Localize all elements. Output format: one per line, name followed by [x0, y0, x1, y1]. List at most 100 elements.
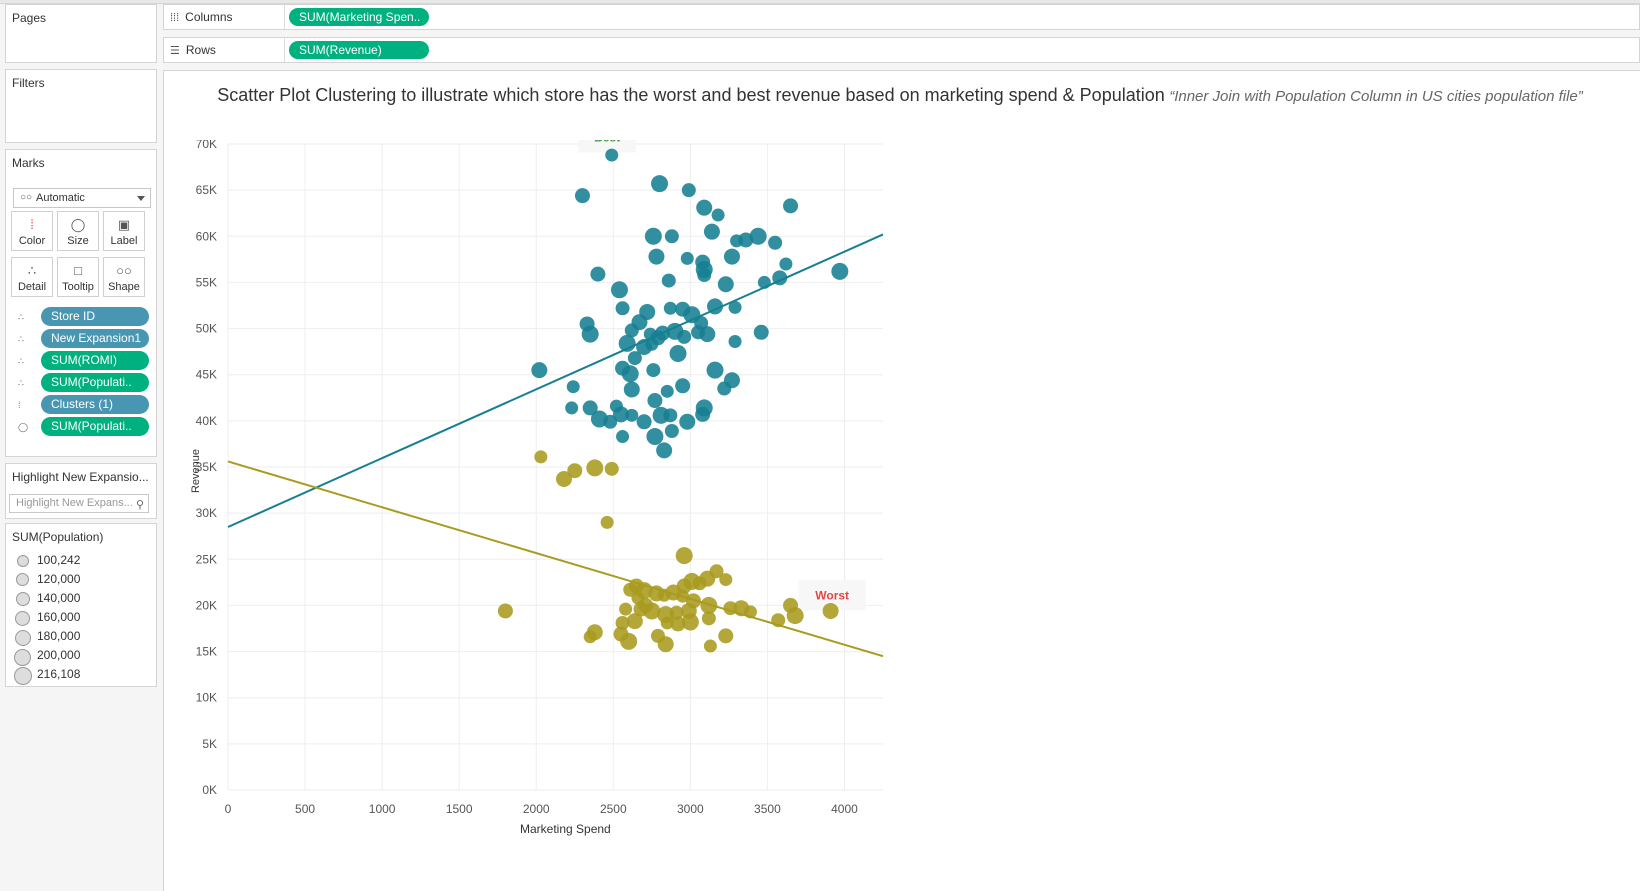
- data-point: [757, 275, 771, 289]
- size-icon: ◯: [18, 422, 28, 432]
- data-point: [711, 208, 725, 222]
- romi-pill[interactable]: SUM(ROMI): [41, 351, 149, 370]
- detail-icon: ∴: [18, 356, 24, 366]
- marks-pill-row[interactable]: ∴ SUM(ROMI): [16, 351, 158, 371]
- y-tick-label: 35K: [196, 460, 217, 474]
- data-point: [583, 630, 597, 644]
- y-tick-label: 50K: [196, 322, 217, 336]
- size-circle-icon: [16, 592, 30, 606]
- size-button[interactable]: ◯ Size: [57, 211, 99, 251]
- population-detail-pill[interactable]: SUM(Populati..: [41, 373, 149, 392]
- clusters-pill[interactable]: Clusters (1): [41, 395, 149, 414]
- pages-card[interactable]: Pages: [5, 4, 157, 63]
- data-point: [582, 400, 598, 416]
- shape-label: Shape: [108, 281, 140, 293]
- new-expansion-pill[interactable]: New Expansion1: [41, 329, 149, 348]
- data-point: [728, 300, 742, 314]
- data-point: [779, 257, 793, 271]
- shape-icon: ○○: [116, 263, 132, 278]
- population-size-pill[interactable]: SUM(Populati..: [41, 417, 149, 436]
- y-tick-label: 60K: [196, 229, 217, 243]
- highlight-search-input[interactable]: Highlight New Expans... ⚲: [9, 494, 149, 513]
- data-point: [753, 324, 769, 340]
- chart-title-block: Scatter Plot Clustering to illustrate wh…: [170, 84, 1630, 108]
- shapes-icon: ○○: [20, 192, 33, 203]
- detail-button[interactable]: ∴ Detail: [11, 257, 53, 297]
- color-label: Color: [18, 235, 46, 247]
- left-panel: Pages Filters Marks ○○ Automatic ⁞ Color…: [0, 4, 160, 891]
- data-point: [646, 428, 664, 446]
- rows-pill[interactable]: SUM(Revenue): [289, 41, 429, 59]
- detail-icon: ∴: [18, 334, 24, 344]
- size-legend-title: SUM(Population): [12, 530, 104, 544]
- store-id-pill[interactable]: Store ID: [41, 307, 149, 326]
- label-button[interactable]: ▣ Label: [103, 211, 145, 251]
- tooltip-button[interactable]: □ Tooltip: [57, 257, 99, 297]
- label-icon: ▣: [117, 217, 131, 232]
- data-point: [618, 334, 636, 352]
- data-point: [703, 639, 717, 653]
- columns-shelf[interactable]: ⁞⁞⁞ Columns SUM(Marketing Spen..: [163, 4, 1640, 30]
- x-tick-label: 4000: [831, 802, 858, 816]
- data-point: [656, 442, 673, 459]
- data-point: [677, 329, 692, 344]
- marks-pill-row[interactable]: ∴ Store ID: [16, 307, 158, 327]
- rows-shelf[interactable]: ☰ Rows SUM(Revenue): [163, 37, 1640, 63]
- data-point: [567, 463, 583, 479]
- data-point: [650, 330, 666, 346]
- marks-pill-row[interactable]: ◯ SUM(Populati..: [16, 417, 158, 437]
- y-tick-label: 45K: [196, 368, 217, 382]
- data-point: [723, 248, 740, 265]
- y-tick-label: 25K: [196, 552, 217, 566]
- data-point: [657, 636, 674, 653]
- tooltip-label: Tooltip: [62, 281, 94, 293]
- data-point: [675, 378, 691, 394]
- data-point: [534, 450, 548, 464]
- data-point: [621, 365, 639, 383]
- data-point: [692, 576, 707, 591]
- columns-label: Columns: [185, 10, 233, 24]
- data-point: [768, 235, 783, 250]
- data-point: [749, 227, 767, 245]
- mark-type-select[interactable]: ○○ Automatic: [13, 188, 151, 208]
- scatter-chart[interactable]: 0 500 1000 1500 2000 2500 3000 3500 4000 0K 5K 10K 1…: [163, 140, 943, 840]
- size-circle-icon: [14, 649, 31, 666]
- data-point: [703, 223, 720, 240]
- shape-button[interactable]: ○○ Shape: [103, 257, 145, 297]
- marks-card: Marks ○○ Automatic ⁞ Color ◯ Size ▣ Labe…: [5, 149, 157, 457]
- data-point: [706, 361, 724, 379]
- data-point: [664, 229, 679, 244]
- chart-title: Scatter Plot Clustering to illustrate wh…: [217, 85, 1165, 105]
- data-point: [723, 601, 738, 616]
- y-tick-label: 15K: [196, 645, 217, 659]
- highlight-card: Highlight New Expansio... Highlight New …: [5, 463, 157, 519]
- data-point: [660, 384, 674, 398]
- x-tick-label: 2500: [600, 802, 627, 816]
- marks-pill-row[interactable]: ⁞ Clusters (1): [16, 395, 158, 415]
- x-tick-label: 1000: [369, 802, 396, 816]
- marks-pill-row[interactable]: ∴ New Expansion1: [16, 329, 158, 349]
- data-point: [586, 459, 604, 477]
- y-axis-title: Revenue: [190, 448, 203, 494]
- filters-card[interactable]: Filters: [5, 69, 157, 143]
- data-point: [623, 381, 640, 398]
- data-point: [600, 515, 614, 529]
- data-point: [620, 632, 638, 650]
- data-point: [700, 596, 718, 614]
- y-tick-label: 40K: [196, 414, 217, 428]
- data-point: [679, 413, 696, 430]
- data-point: [615, 301, 630, 316]
- marks-pill-row[interactable]: ∴ SUM(Populati..: [16, 373, 158, 393]
- detail-icon: ∴: [18, 312, 24, 322]
- marks-title: Marks: [12, 156, 45, 170]
- trend-line: [227, 233, 884, 528]
- y-tick-label: 5K: [202, 737, 217, 751]
- columns-pill[interactable]: SUM(Marketing Spen..: [289, 8, 429, 26]
- data-point: [648, 248, 665, 265]
- size-circle-icon: [14, 667, 32, 685]
- data-point: [675, 547, 693, 565]
- x-tick-label: 3000: [677, 802, 704, 816]
- data-point: [581, 325, 599, 343]
- y-tick-label: 10K: [196, 691, 217, 705]
- color-button[interactable]: ⁞ Color: [11, 211, 53, 251]
